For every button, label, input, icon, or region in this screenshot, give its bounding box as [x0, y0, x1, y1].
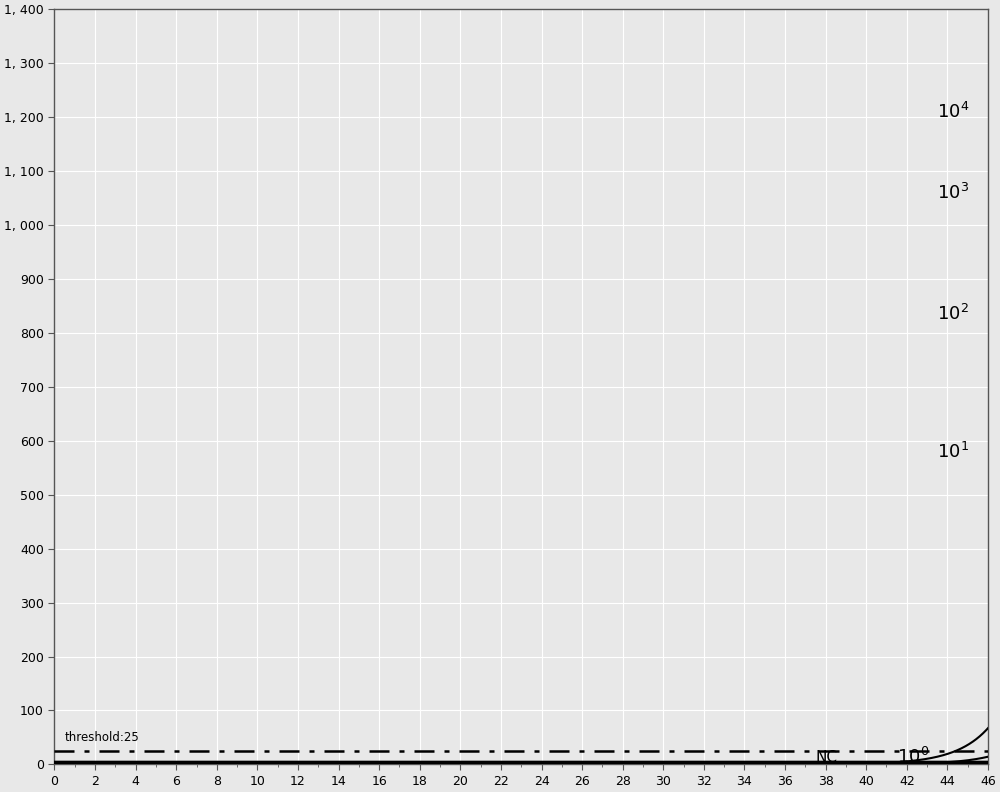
- Text: $10^{1}$: $10^{1}$: [937, 441, 969, 462]
- Text: $10^{2}$: $10^{2}$: [937, 304, 969, 324]
- Text: $10^{0}$: $10^{0}$: [897, 748, 929, 767]
- Text: $10^{3}$: $10^{3}$: [937, 182, 969, 203]
- Text: threshold:25: threshold:25: [65, 732, 139, 744]
- Text: NC: NC: [815, 750, 837, 765]
- Text: $10^{4}$: $10^{4}$: [937, 101, 970, 122]
